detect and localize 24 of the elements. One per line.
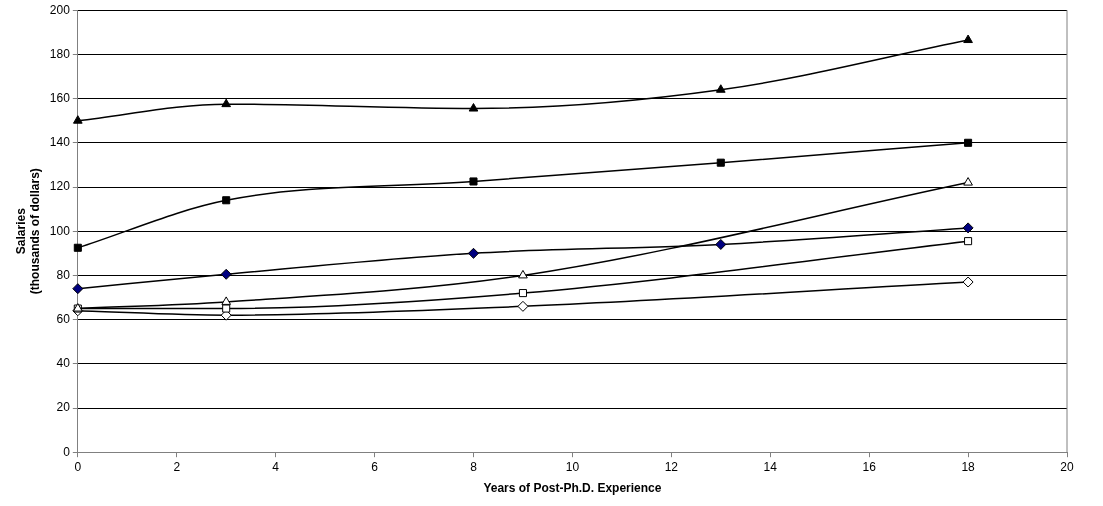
x-axis-title: Years of Post-Ph.D. Experience (483, 481, 662, 496)
y-tick-label: 200 (49, 2, 71, 17)
x-tick-label: 0 (74, 459, 82, 474)
y-tick-label: 180 (49, 46, 71, 61)
y-tick-label: 60 (56, 311, 71, 326)
y-tick-label: 140 (49, 135, 71, 150)
x-tick-label: 16 (862, 459, 877, 474)
y-tick-label: 20 (56, 400, 71, 415)
x-tick-label: 20 (1060, 459, 1074, 474)
x-tick-label: 4 (272, 459, 280, 474)
x-tick-label: 6 (371, 459, 379, 474)
x-tick-label: 12 (664, 459, 679, 474)
x-tick-label: 10 (565, 459, 580, 474)
y-tick-label: 80 (56, 267, 71, 282)
y-axis-title: Salaries (thousands of dollars) (13, 168, 42, 295)
x-tick-label: 14 (763, 459, 778, 474)
x-tick-label: 2 (173, 459, 181, 474)
x-tick-label: 18 (961, 459, 976, 474)
y-tick-label: 40 (56, 356, 71, 371)
y-tick-label: 160 (49, 90, 71, 105)
y-tick-label: 0 (63, 444, 71, 459)
y-tick-label: 100 (49, 223, 71, 238)
x-tick-label: 8 (470, 459, 478, 474)
y-tick-label: 120 (49, 179, 71, 194)
